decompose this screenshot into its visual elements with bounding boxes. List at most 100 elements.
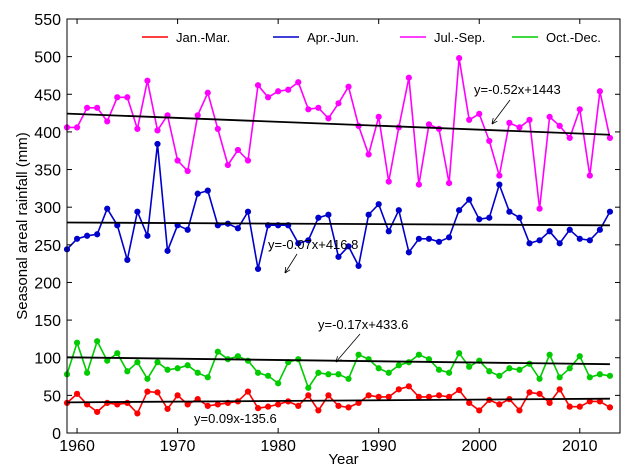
data-point xyxy=(355,351,362,358)
data-point xyxy=(315,369,322,376)
data-point xyxy=(576,353,583,360)
data-point xyxy=(204,187,211,194)
data-point xyxy=(516,407,523,414)
trend-lines xyxy=(66,112,610,404)
data-point xyxy=(556,374,563,381)
data-point xyxy=(586,237,593,244)
data-point xyxy=(385,393,392,400)
data-point xyxy=(576,235,583,242)
data-point xyxy=(244,388,252,395)
data-point xyxy=(285,86,292,93)
x-axis-label: Year xyxy=(328,451,358,467)
data-point xyxy=(345,375,352,382)
annotation-arrow xyxy=(491,99,511,125)
data-point xyxy=(184,362,191,369)
data-point xyxy=(264,94,272,101)
annotation-arrowhead xyxy=(284,266,291,274)
data-point xyxy=(94,408,101,416)
data-point xyxy=(305,106,312,113)
data-point xyxy=(476,407,483,414)
data-point xyxy=(174,365,181,372)
data-point xyxy=(476,110,483,117)
data-point xyxy=(194,112,201,119)
data-point xyxy=(536,375,543,382)
data-point xyxy=(546,399,553,406)
data-point xyxy=(536,390,543,397)
series-jan-mar xyxy=(63,383,614,417)
data-point xyxy=(194,369,201,376)
y-tick-label: 400 xyxy=(34,125,61,142)
data-point xyxy=(556,122,563,129)
data-point xyxy=(415,351,423,358)
x-tick-label: 1980 xyxy=(260,438,296,455)
trend-annotations: y=0.09x-135.6 y=-0.07x+416.8 y=-0.52x+1443… xyxy=(194,82,561,426)
data-point xyxy=(456,386,463,394)
data-point xyxy=(345,243,352,250)
data-point xyxy=(476,216,483,223)
data-point xyxy=(466,363,473,370)
data-point xyxy=(164,366,171,373)
data-point xyxy=(546,351,553,358)
data-point xyxy=(295,79,302,86)
data-point xyxy=(546,228,553,235)
data-point xyxy=(295,240,302,247)
legend-label: Oct.-Dec. xyxy=(546,30,601,45)
data-point xyxy=(335,100,342,107)
data-point xyxy=(305,384,312,391)
data-point xyxy=(425,121,433,128)
x-tick-label: 2010 xyxy=(562,438,598,455)
data-point xyxy=(124,368,131,375)
data-point xyxy=(305,237,312,244)
data-point xyxy=(335,253,342,260)
data-point xyxy=(234,353,242,360)
data-point xyxy=(194,190,201,197)
data-point xyxy=(576,403,583,410)
data-point xyxy=(526,116,533,123)
data-point xyxy=(566,226,573,233)
data-point xyxy=(224,161,231,169)
data-point xyxy=(425,393,433,400)
data-point xyxy=(496,372,503,379)
data-point xyxy=(174,392,181,399)
data-point xyxy=(204,89,211,96)
data-point xyxy=(566,403,573,410)
data-point xyxy=(94,104,101,111)
data-point xyxy=(496,181,503,188)
data-point xyxy=(184,167,191,175)
data-point xyxy=(174,157,181,164)
data-point xyxy=(315,104,322,111)
series-jul-sep xyxy=(63,55,614,212)
data-point xyxy=(486,368,493,375)
data-point xyxy=(445,179,453,187)
data-point xyxy=(385,369,392,376)
y-tick-label: 100 xyxy=(34,351,61,368)
data-point xyxy=(335,402,342,410)
data-point xyxy=(456,55,463,62)
data-point xyxy=(375,393,382,400)
data-point xyxy=(94,338,101,345)
data-point xyxy=(295,402,302,410)
trend-line xyxy=(66,397,610,404)
data-point xyxy=(395,362,402,369)
data-point xyxy=(586,374,593,381)
data-point xyxy=(144,77,151,84)
data-point xyxy=(516,214,523,221)
data-point xyxy=(586,172,593,179)
data-point xyxy=(264,372,272,379)
data-point xyxy=(325,392,332,399)
data-point xyxy=(395,386,402,393)
data-point xyxy=(164,247,171,254)
annotation-arrowhead xyxy=(335,356,342,363)
data-point xyxy=(73,390,81,397)
y-tick-label: 550 xyxy=(34,12,61,29)
data-point xyxy=(496,401,503,408)
data-point xyxy=(104,205,111,212)
data-point xyxy=(566,134,573,142)
x-tick-label: 1960 xyxy=(59,438,95,455)
data-point xyxy=(516,366,523,373)
data-point xyxy=(365,211,372,218)
data-point xyxy=(325,211,332,218)
data-point xyxy=(596,226,603,233)
data-point xyxy=(526,240,533,247)
